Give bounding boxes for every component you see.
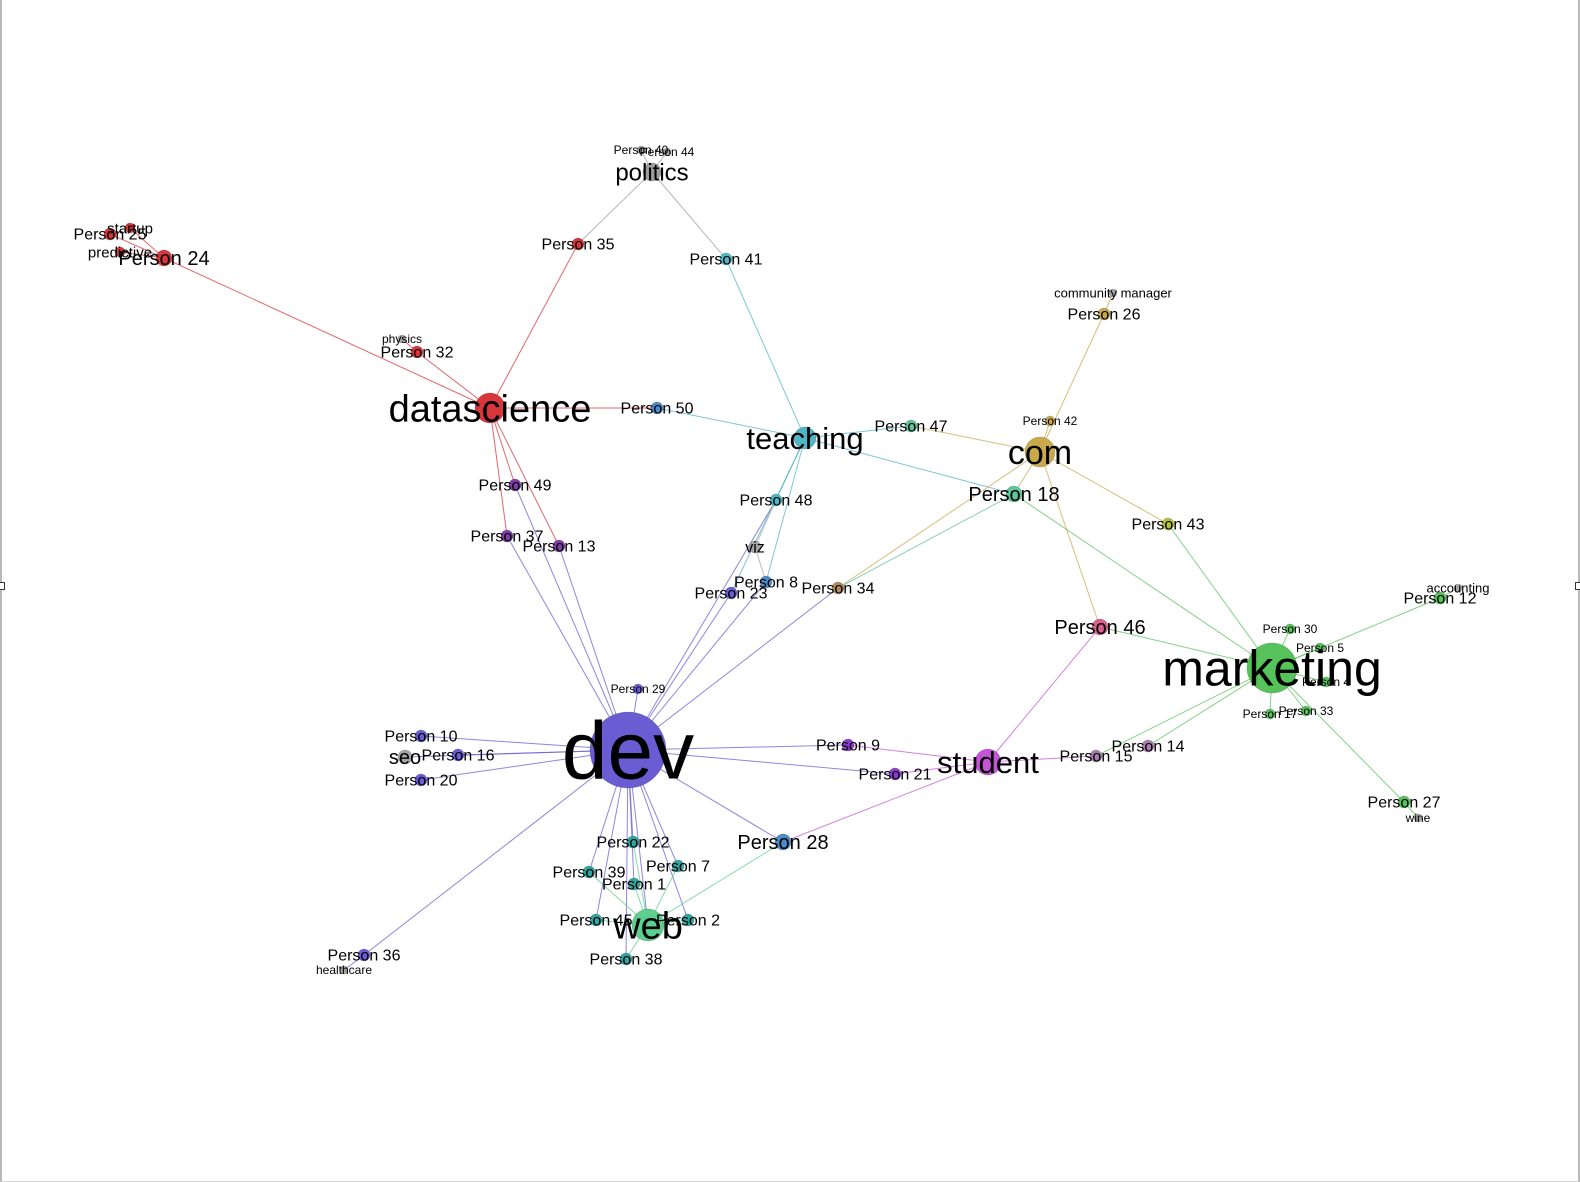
node-datascience-label: datascience xyxy=(389,388,592,430)
node-healthcare-label: healthcare xyxy=(316,963,372,977)
node-teaching-label: teaching xyxy=(746,421,863,456)
node-p26-label: Person 26 xyxy=(1068,307,1141,324)
node-p46-label: Person 46 xyxy=(1054,617,1145,639)
node-p42-label: Person 42 xyxy=(1023,414,1078,428)
node-student-label: student xyxy=(937,745,1039,780)
node-wine-label: wine xyxy=(1405,811,1431,825)
node-community-manager-label: community manager xyxy=(1054,286,1172,301)
edge-com-p34 xyxy=(838,452,1040,588)
node-p39-label: Person 39 xyxy=(553,865,626,882)
node-p5-label: Person 5 xyxy=(1296,641,1344,655)
node-p35-label: Person 35 xyxy=(542,237,615,254)
edge-student-p46 xyxy=(988,627,1100,762)
node-dev-label: dev xyxy=(562,706,694,797)
node-p12-label: Person 12 xyxy=(1404,591,1477,608)
node-p24-label: Person 24 xyxy=(118,248,209,270)
edge-p18-p34 xyxy=(838,494,1014,588)
node-p23-label: Person 23 xyxy=(695,586,768,603)
node-p50-label: Person 50 xyxy=(621,401,694,418)
edge-teaching-p23 xyxy=(731,438,805,593)
node-p49-label: Person 49 xyxy=(479,478,552,495)
edge-datascience-p35 xyxy=(490,244,578,408)
node-p37-label: Person 37 xyxy=(471,529,544,546)
node-viz-label: viz xyxy=(745,540,765,557)
node-p34-label: Person 34 xyxy=(802,581,875,598)
graph-nodes: devdatasciencemarketingcomteachingstuden… xyxy=(74,143,1490,977)
node-com-label: com xyxy=(1008,434,1072,472)
node-p29-label: Person 29 xyxy=(611,682,666,696)
node-p7-label: Person 7 xyxy=(646,859,710,876)
node-p2-label: Person 2 xyxy=(656,913,720,930)
edge-teaching-p41 xyxy=(726,259,805,438)
node-p48-label: Person 48 xyxy=(740,493,813,510)
node-p28-label: Person 28 xyxy=(737,832,828,854)
node-p32-label: Person 32 xyxy=(381,345,454,362)
node-p22-label: Person 22 xyxy=(597,835,670,852)
edge-com-p26 xyxy=(1040,314,1104,452)
node-p20-label: Person 20 xyxy=(385,773,458,790)
node-p21-label: Person 21 xyxy=(859,767,932,784)
node-politics-label: politics xyxy=(615,159,688,186)
node-p44-label: Person 44 xyxy=(640,145,695,159)
node-p45-label: Person 45 xyxy=(560,913,633,930)
node-p25-label: Person 25 xyxy=(74,227,147,244)
node-p10-label: Person 10 xyxy=(385,729,458,746)
node-seo-label: seo xyxy=(389,747,421,769)
node-p27-label: Person 27 xyxy=(1368,795,1441,812)
node-p18-label: Person 18 xyxy=(968,484,1059,506)
node-p38-label: Person 38 xyxy=(590,952,663,969)
node-p4-label: Person 4 xyxy=(1302,675,1350,689)
node-p16-label: Person 16 xyxy=(422,748,495,765)
node-p47-label: Person 47 xyxy=(875,419,948,436)
node-p9-label: Person 9 xyxy=(816,738,880,755)
node-p43-label: Person 43 xyxy=(1132,517,1205,534)
node-p30-label: Person 30 xyxy=(1263,622,1318,636)
node-p36-label: Person 36 xyxy=(328,948,401,965)
node-p41-label: Person 41 xyxy=(690,252,763,269)
edge-com-p46 xyxy=(1040,452,1100,627)
edge-datascience-p24 xyxy=(164,258,490,408)
node-p33-label: Person 33 xyxy=(1279,704,1334,718)
node-p15-label: Person 15 xyxy=(1060,749,1133,766)
